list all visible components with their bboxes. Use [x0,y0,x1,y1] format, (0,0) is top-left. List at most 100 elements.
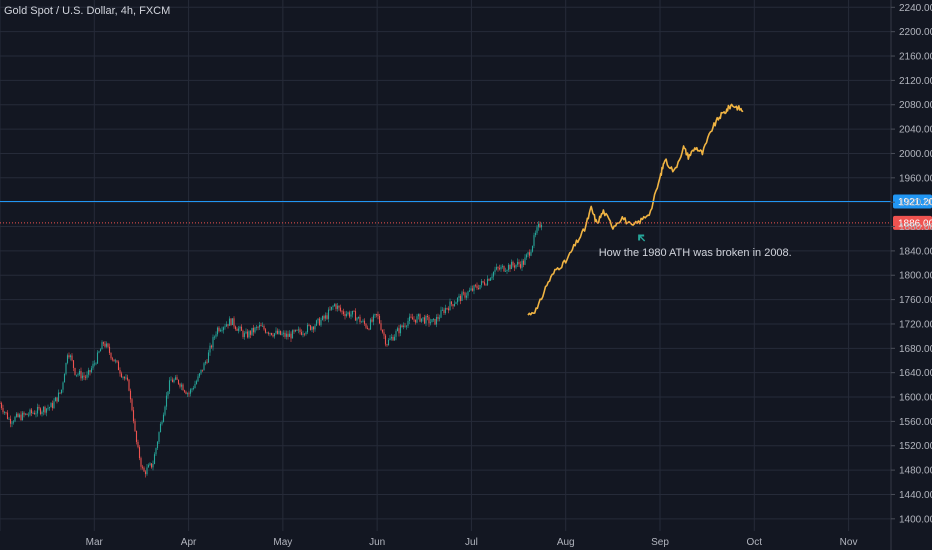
candle-body [303,333,306,335]
candle-body [341,310,343,312]
candle-body [356,318,358,321]
price-axis[interactable]: 1400.00 1440.00 1480.00 1520.00 1560.00 1600.… [890,0,932,550]
candle-body [291,330,294,339]
candle-body [446,307,448,309]
candle-body [285,333,288,337]
candle-body [314,325,316,330]
candle-body [2,408,4,413]
candle-body [237,328,240,331]
candle-body [395,331,397,337]
candle-body [120,373,123,378]
candle-body [449,301,451,311]
candle-body [480,281,483,286]
candle-body [194,383,196,389]
candle-body [104,343,106,347]
candle-body [230,318,232,326]
projection-line[interactable] [527,103,744,316]
candle-body [167,391,169,396]
candle-body [435,316,438,325]
candle-body [344,314,346,317]
candle-body [450,301,453,305]
candle-body [333,304,336,307]
candle-body [114,360,117,362]
candle-body [105,343,108,347]
candle-body [474,285,477,287]
candle-body [330,306,333,310]
candle-body [476,285,478,289]
candle-body [516,261,519,265]
candle-body [455,302,457,304]
candle-body [203,363,205,371]
annotation-text: How the 1980 ATH was broken in 2008. [599,247,792,259]
candle-body [518,261,520,265]
candle-body [18,414,21,418]
candle-body [374,314,376,316]
candle-body [270,332,273,336]
candle-body [524,257,526,265]
candle-body [305,332,307,335]
candlestick-series[interactable] [0,221,543,478]
y-tick-label: 1440.00 [899,490,932,501]
candle-body [3,412,6,413]
candle-body [483,282,486,285]
projection-series[interactable] [527,103,744,316]
candle-body [231,318,234,326]
candle-body [462,292,465,294]
candle-body [200,369,202,374]
candle-body [264,329,267,333]
candle-body [56,397,58,402]
x-tick-label: May [273,537,292,548]
candle-body [279,330,282,335]
candle-body [350,314,352,317]
candle-body [491,276,493,279]
candle-body [218,327,220,332]
candle-body [26,413,28,415]
candle-body [404,325,406,327]
candle-body [51,403,54,409]
candle-body [78,370,81,375]
candle-body [81,375,84,379]
y-tick-label: 1560.00 [899,417,932,428]
candle-body [21,412,24,421]
candle-body [281,333,283,335]
candle-body [426,316,429,318]
y-tick-label: 1880.00 [899,222,932,233]
candle-body [515,264,517,268]
candle-body [416,316,418,323]
candle-body [212,337,214,348]
time-axis[interactable]: ebMarAprMayJunJulAugSepOctNov [0,537,857,548]
candle-body [84,376,87,378]
candle-body [267,332,270,334]
candle-body [234,326,237,330]
y-tick-label: 1800.00 [899,271,932,282]
candle-body [299,329,301,333]
candle-body [431,319,433,323]
candle-body [525,254,528,258]
candle-body [24,413,27,415]
candle-body [312,326,315,330]
candle-body [207,352,210,363]
candle-body [278,330,280,334]
candle-body [470,288,472,291]
candle-body [534,232,537,236]
candle-body [77,374,79,376]
candle-body [177,379,180,384]
candle-body [423,317,426,324]
x-tick-label: Oct [747,537,763,548]
candle-body [461,292,463,301]
candle-body [155,448,157,455]
candle-body [362,320,364,322]
horizontal-price-lines[interactable]: 1921.20 1886.00 [0,194,932,230]
candle-body [347,312,349,314]
candle-body [50,403,52,408]
candle-body [359,316,361,323]
candle-body [227,324,229,326]
candle-body [188,393,190,395]
candle-body [245,331,247,334]
candle-body [147,465,150,468]
candle-body [293,330,295,332]
candle-body [282,332,285,334]
candle-body [363,320,366,324]
candle-body [44,406,46,413]
